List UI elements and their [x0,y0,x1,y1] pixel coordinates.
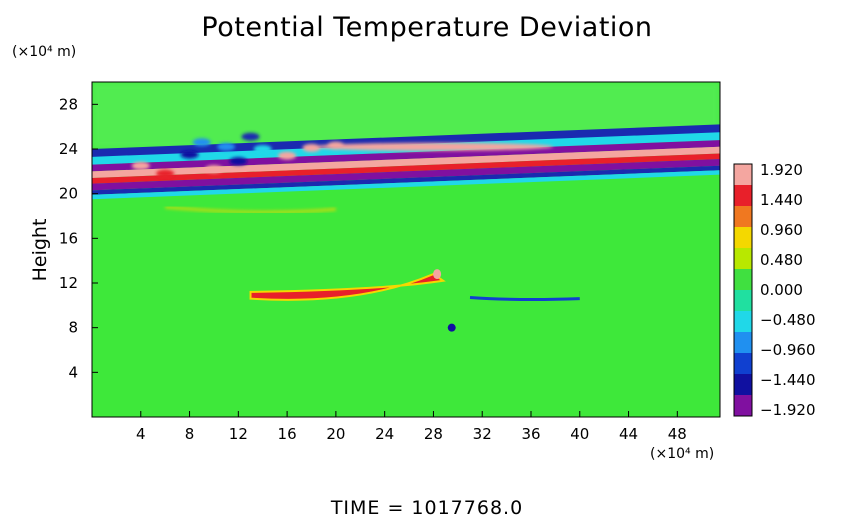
cold-anomaly [469,296,580,302]
cold-spot [447,323,456,332]
colorbar-label-3: 0.480 [760,251,803,269]
turb-5 [229,157,248,166]
turb-9 [302,143,321,152]
x-tick-label-3: 16 [278,425,297,443]
colorbar-swatch-3 [734,227,752,249]
colorbar: 1.920 1.440 0.960 0.480 0.000 −0.480 −0.960 −1.… [733,161,816,419]
x-tick-label-2: 12 [229,425,248,443]
colorbar-label-8: −1.920 [760,401,816,419]
colorbar-swatch-1 [734,185,752,207]
band-5 [92,159,720,191]
x-tick-label-8: 36 [521,425,540,443]
turb-6 [253,145,272,153]
colorbar-label-0: 1.920 [760,161,803,179]
turb-3 [204,165,223,174]
band-3 [92,146,720,179]
upper-streak [313,142,554,151]
y-axis: 4 8 12 16 20 24 28 [59,95,98,381]
colorbar-swatch-2 [734,206,752,228]
colorbar-swatch-9 [734,353,752,375]
colorbar-swatch-8 [734,332,752,354]
colorbar-swatch-7 [734,311,752,333]
colorbar-label-7: −1.440 [760,371,816,389]
y-tick-label-4: 20 [59,185,78,203]
colorbar-label-2: 0.960 [760,221,803,239]
y-tick-label-5: 24 [59,140,78,158]
colorbar-label-4: 0.000 [760,281,803,299]
turb-7 [192,138,211,147]
x-tick-label-11: 48 [668,425,687,443]
colorbar-swatch-5 [734,269,752,291]
colorbar-swatch-4 [734,248,752,270]
band-6 [92,165,720,195]
y-tick-label-6: 28 [59,95,78,113]
x-axis: 4 8 12 16 20 24 28 32 36 40 44 48 [136,411,687,443]
x-tick-label-1: 8 [185,425,195,443]
x-tick-label-6: 28 [424,425,443,443]
x-tick-label-10: 44 [619,425,638,443]
turb-2 [180,150,199,159]
plot-frame [91,81,721,418]
x-tick-label-7: 32 [473,425,492,443]
yellow-streak [165,205,337,214]
turb-11 [241,132,260,141]
band-7 [92,170,720,200]
band-2 [92,140,720,172]
band-4 [92,153,720,184]
y-tick-label-2: 12 [59,274,78,292]
x-tick-label-9: 40 [570,425,589,443]
colorbar-swatch-6 [734,290,752,312]
chart-title: Potential Temperature Deviation [201,12,653,43]
warm-anomaly [249,272,446,301]
turb-8 [278,151,297,160]
colorbar-frame [733,163,753,417]
colorbar-label-5: −0.480 [760,311,816,329]
anomalies [165,205,580,332]
plot-area [92,82,720,417]
y-tick-label-1: 8 [68,319,78,337]
turb-4 [217,142,236,151]
colorbar-swatch-11 [734,395,752,417]
colorbar-label-1: 1.440 [760,191,803,209]
warm-peak [433,269,442,280]
x-unit-label: (×10⁴ m) [650,446,715,462]
y-tick-label-0: 4 [68,363,78,381]
turbulence [131,132,554,178]
time-readout: TIME = 1017768.0 [330,497,524,519]
colorbar-swatch-0 [734,164,752,186]
x-tick-label-5: 24 [375,425,394,443]
turb-0 [131,161,150,170]
colorbar-label-6: −0.960 [760,341,816,359]
y-unit-label: (×10⁴ m) [12,44,77,60]
x-tick-label-0: 4 [136,425,146,443]
turb-1 [156,169,175,178]
y-tick-label-3: 16 [59,229,78,247]
wave-band [92,124,720,200]
colorbar-swatch-10 [734,374,752,396]
x-tick-label-4: 20 [326,425,345,443]
